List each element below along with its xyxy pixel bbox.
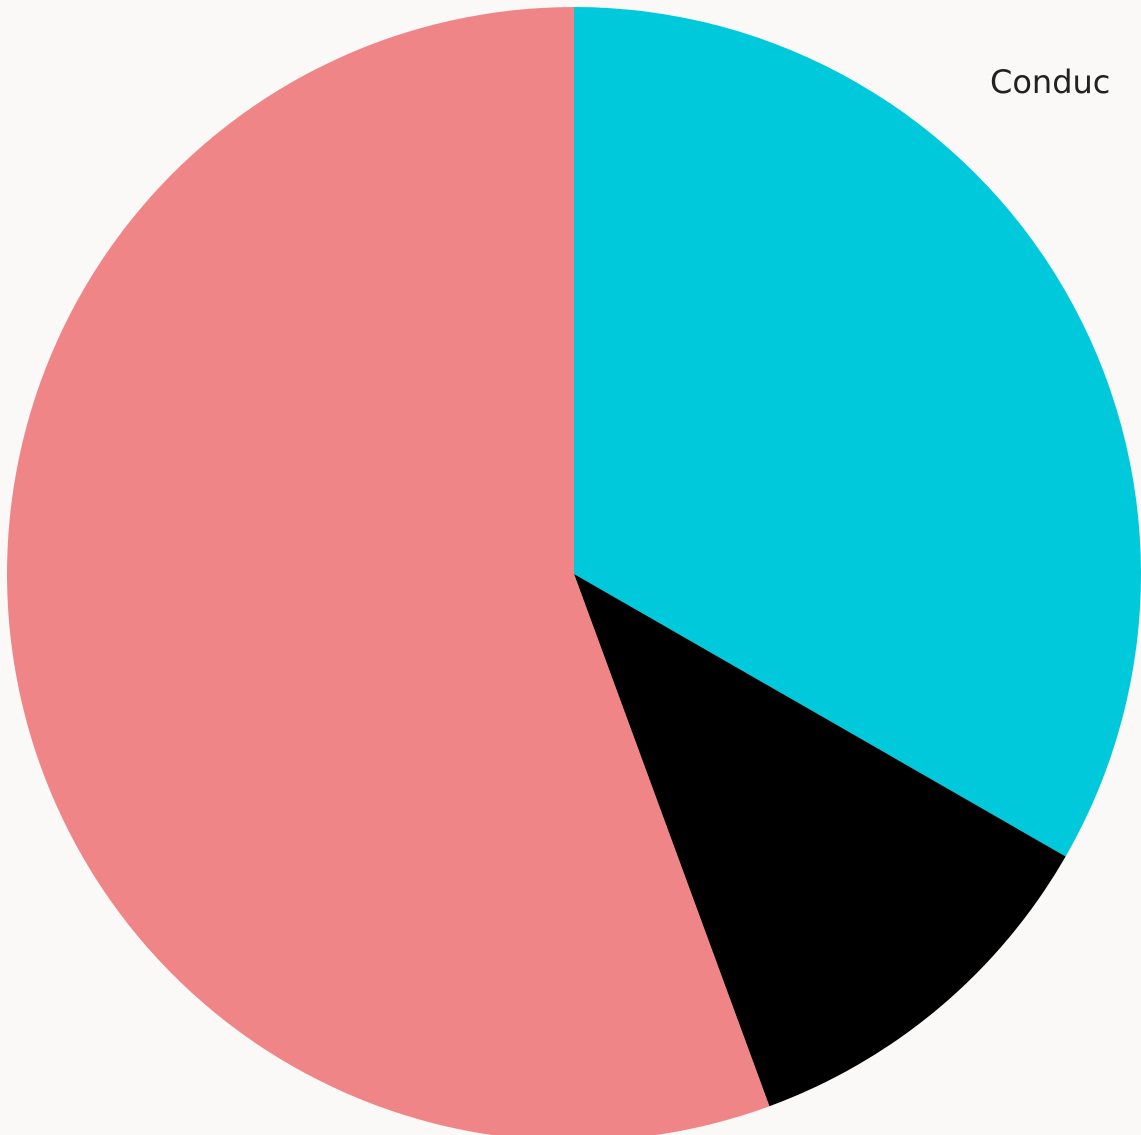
pie <box>6 7 1141 1135</box>
pie-slice <box>574 7 1141 857</box>
pie-slice <box>574 574 1066 1107</box>
legend-text: Conduc <box>990 63 1110 101</box>
pie-slice <box>6 7 770 1135</box>
